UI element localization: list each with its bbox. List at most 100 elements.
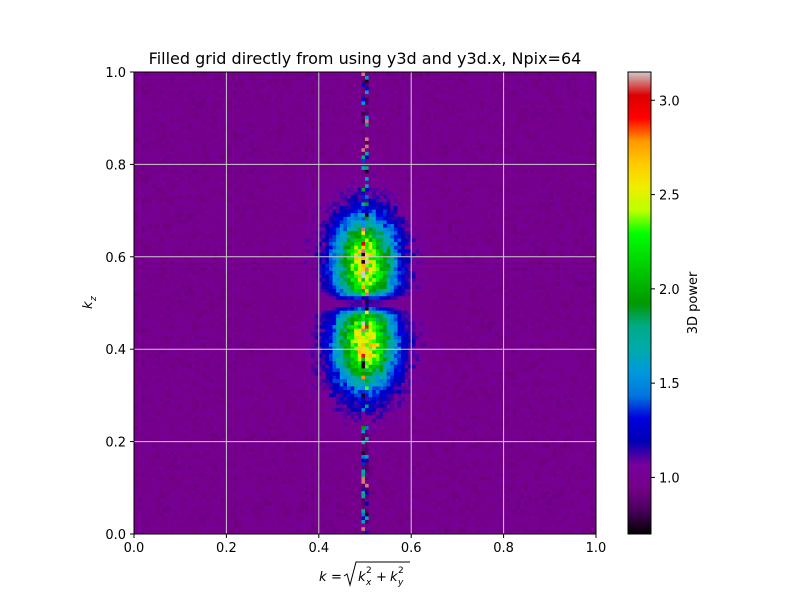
- heatmap-cell: [415, 400, 420, 405]
- heatmap-cell: [195, 476, 200, 481]
- heatmap-cell: [563, 454, 568, 459]
- heatmap-cell: [372, 505, 377, 510]
- heatmap-cell: [292, 465, 297, 470]
- heatmap-cell: [263, 479, 268, 484]
- heatmap-cell: [281, 472, 286, 477]
- heatmap-cell: [448, 465, 453, 470]
- heatmap-cell: [184, 479, 189, 484]
- heatmap-cell: [292, 454, 297, 459]
- heatmap-cell: [585, 436, 590, 441]
- heatmap-cell: [433, 494, 438, 499]
- heatmap-cell: [242, 526, 247, 531]
- heatmap-cell: [173, 432, 178, 437]
- heatmap-cell: [379, 450, 384, 455]
- heatmap-cell: [440, 461, 445, 466]
- heatmap-cell: [213, 508, 218, 513]
- heatmap-cell: [520, 436, 525, 441]
- heatmap-cell: [303, 425, 308, 430]
- heatmap-cell: [202, 404, 207, 409]
- heatmap-cell: [235, 494, 240, 499]
- heatmap-cell: [256, 407, 261, 412]
- heatmap-cell: [289, 530, 294, 535]
- heatmap-cell: [137, 429, 142, 434]
- heatmap-cell: [274, 422, 279, 427]
- heatmap-cell: [411, 454, 416, 459]
- heatmap-cell: [476, 508, 481, 513]
- heatmap-cell: [516, 414, 521, 419]
- heatmap-cell: [188, 411, 193, 416]
- heatmap-cell: [567, 436, 572, 441]
- heatmap-cell: [206, 393, 211, 398]
- heatmap-cell: [152, 476, 157, 481]
- heatmap-cell: [245, 512, 250, 517]
- heatmap-cell: [354, 501, 359, 506]
- heatmap-cell: [256, 411, 261, 416]
- heatmap-cell: [440, 443, 445, 448]
- heatmap-cell: [220, 411, 225, 416]
- heatmap-cell: [281, 515, 286, 520]
- heatmap-cell: [321, 450, 326, 455]
- heatmap-cell: [437, 505, 442, 510]
- heatmap-cell: [336, 418, 341, 423]
- heatmap-cell: [242, 440, 247, 445]
- heatmap-cell: [368, 450, 373, 455]
- heatmap-cell: [390, 443, 395, 448]
- heatmap-cell: [581, 440, 586, 445]
- heatmap-cell: [386, 530, 391, 535]
- heatmap-cell: [357, 469, 362, 474]
- heatmap-cell: [202, 512, 207, 517]
- heatmap-cell: [422, 490, 427, 495]
- heatmap-cell: [549, 425, 554, 430]
- heatmap-cell: [231, 396, 236, 401]
- heatmap-cell: [480, 530, 485, 535]
- heatmap-cell: [379, 501, 384, 506]
- heatmap-cell: [523, 505, 528, 510]
- heatmap-cell: [256, 483, 261, 488]
- heatmap-cell: [375, 508, 380, 513]
- heatmap-cell: [516, 418, 521, 423]
- heatmap-cell: [469, 411, 474, 416]
- heatmap-cell: [191, 422, 196, 427]
- heatmap-cell: [466, 414, 471, 419]
- heatmap-cell: [419, 418, 424, 423]
- heatmap-cell: [245, 523, 250, 528]
- heatmap-cell: [531, 469, 536, 474]
- heatmap-cell: [152, 472, 157, 477]
- heatmap-cell: [325, 494, 330, 499]
- heatmap-cell: [321, 526, 326, 531]
- heatmap-cell: [184, 414, 189, 419]
- heatmap-cell: [404, 526, 409, 531]
- heatmap-cell: [588, 443, 593, 448]
- heatmap-cell: [365, 497, 370, 502]
- heatmap-cell: [310, 404, 315, 409]
- heatmap-cell: [480, 447, 485, 452]
- heatmap-cell: [458, 436, 463, 441]
- heatmap-cell: [538, 447, 543, 452]
- heatmap-cell: [152, 440, 157, 445]
- heatmap-cell: [166, 476, 171, 481]
- heatmap-cell: [556, 443, 561, 448]
- heatmap-cell: [191, 505, 196, 510]
- heatmap-cell: [278, 454, 283, 459]
- heatmap-cell: [249, 414, 254, 419]
- heatmap-cell: [278, 519, 283, 524]
- heatmap-cell: [502, 404, 507, 409]
- heatmap-cell: [393, 450, 398, 455]
- heatmap-cell: [574, 422, 579, 427]
- heatmap-cell: [570, 476, 575, 481]
- heatmap-cell: [213, 461, 218, 466]
- heatmap-cell: [148, 523, 153, 528]
- heatmap-cell: [520, 519, 525, 524]
- heatmap-cell: [545, 422, 550, 427]
- heatmap-cell: [502, 461, 507, 466]
- heatmap-cell: [559, 425, 564, 430]
- heatmap-cell: [502, 490, 507, 495]
- heatmap-cell: [213, 469, 218, 474]
- heatmap-cell: [328, 436, 333, 441]
- heatmap-cell: [552, 418, 557, 423]
- heatmap-cell: [534, 454, 539, 459]
- heatmap-cell: [195, 479, 200, 484]
- heatmap-cell: [144, 447, 149, 452]
- heatmap-cell: [534, 472, 539, 477]
- heatmap-cell: [527, 447, 532, 452]
